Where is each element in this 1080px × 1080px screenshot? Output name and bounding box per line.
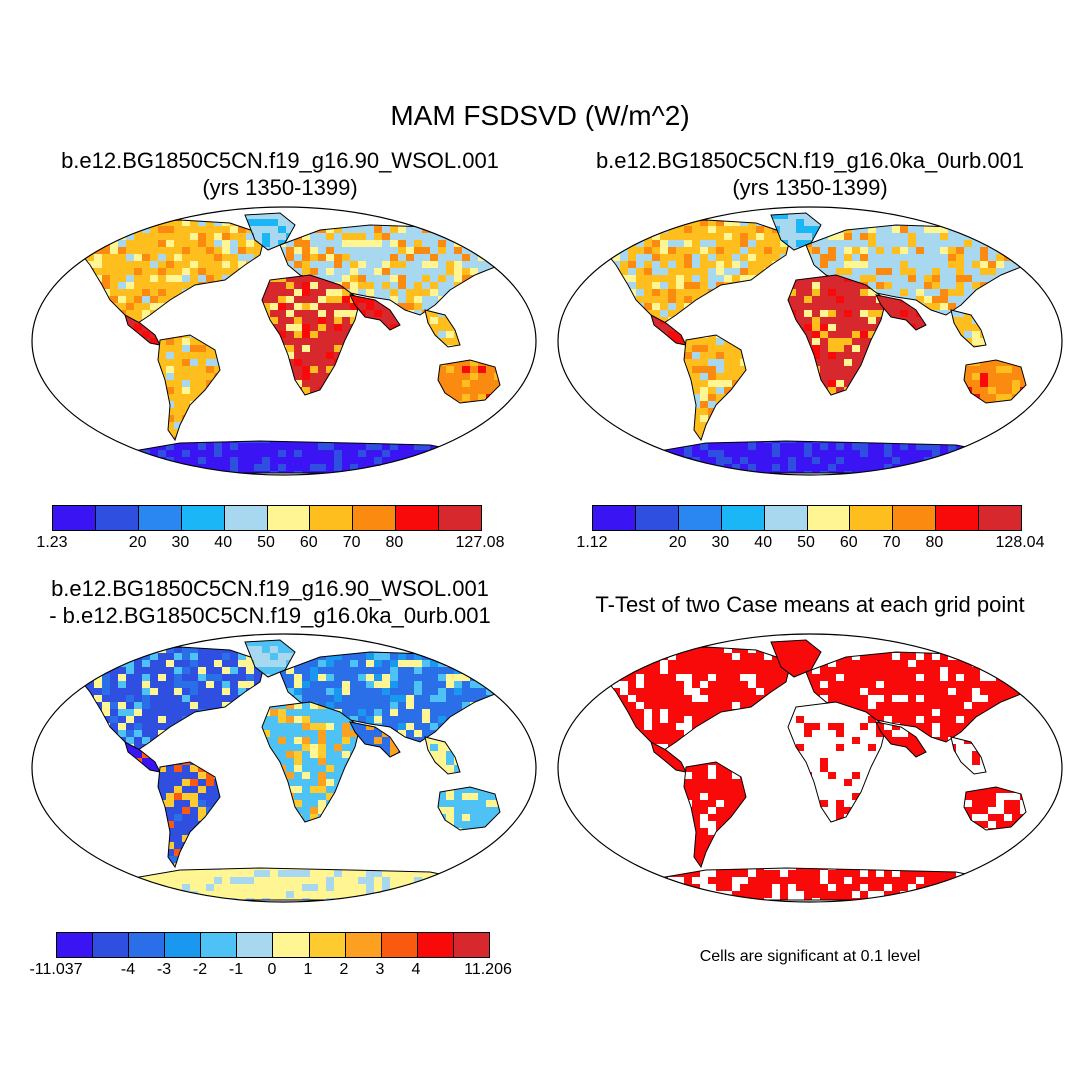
colorbar-tick-label: 2 xyxy=(340,961,349,979)
colorbar-tick-label: 4 xyxy=(412,961,421,979)
colorbar-swatch xyxy=(138,506,182,530)
colorbar-swatch xyxy=(850,506,894,530)
colorbar-swatch xyxy=(353,506,397,530)
colorbar-tick-label: -3 xyxy=(157,961,171,979)
colorbar-tick-label: 20 xyxy=(669,534,687,552)
colorbar-swatch xyxy=(721,506,765,530)
colorbar-swatch xyxy=(267,506,311,530)
colorbar-tick-label: 40 xyxy=(754,534,772,552)
land-greenland xyxy=(245,640,295,677)
colorbar-tick-label: 30 xyxy=(171,534,189,552)
panel-2-title: b.e12.BG1850C5CN.f19_g16.0ka_0urb.001 xyxy=(560,148,1060,174)
colorbar-tick-label: -2 xyxy=(193,961,207,979)
panel-1-subtitle: (yrs 1350-1399) xyxy=(30,175,530,201)
colorbar-tick-label: 60 xyxy=(300,534,318,552)
colorbar-swatch xyxy=(381,933,418,957)
colorbar-tick-label: 70 xyxy=(883,534,901,552)
map-case1 xyxy=(31,206,537,476)
colorbar-tick-label: 60 xyxy=(840,534,858,552)
colorbar-tick-label: -11.037 xyxy=(29,961,82,979)
colorbar-swatch xyxy=(309,933,346,957)
colorbar-tick-label: 40 xyxy=(214,534,232,552)
colorbar-tick-label: 80 xyxy=(385,534,403,552)
colorbar-tick-label: 3 xyxy=(376,961,385,979)
map-ttest xyxy=(557,633,1063,903)
panel-4-title: T-Test of two Case means at each grid po… xyxy=(560,592,1060,618)
colorbar-swatch xyxy=(345,933,382,957)
colorbar-tick-label: 50 xyxy=(257,534,275,552)
map-border xyxy=(557,206,1063,476)
colorbar-swatch xyxy=(129,933,166,957)
colorbar-swatch xyxy=(93,933,130,957)
colorbar-swatch xyxy=(396,506,440,530)
colorbar-swatch xyxy=(893,506,937,530)
colorbar-swatch xyxy=(165,933,202,957)
colorbar-tick-label: -1 xyxy=(229,961,243,979)
colorbar-swatch xyxy=(593,506,636,530)
colorbar-tick-label: 1.23 xyxy=(36,534,67,552)
map-difference xyxy=(31,633,537,903)
colorbar-tick-label: 50 xyxy=(797,534,815,552)
colorbar-tick-label: 11.206 xyxy=(464,961,512,979)
significance-note: Cells are significant at 0.1 level xyxy=(560,948,1060,966)
figure-title: MAM FSDSVD (W/m^2) xyxy=(0,100,1080,132)
map-border xyxy=(31,206,537,476)
colorbar-swatch xyxy=(224,506,268,530)
map-case2 xyxy=(557,206,1063,476)
colorbar-swatch xyxy=(310,506,354,530)
colorbar-tick-label: 30 xyxy=(711,534,729,552)
panel-3-title: b.e12.BG1850C5CN.f19_g16.90_WSOL.001 xyxy=(20,576,520,602)
colorbar-difference xyxy=(56,932,490,958)
colorbar-tick-label: 0 xyxy=(268,961,277,979)
colorbar-case2 xyxy=(592,505,1022,531)
colorbar-swatch xyxy=(678,506,722,530)
panel-2-subtitle: (yrs 1350-1399) xyxy=(560,175,1060,201)
colorbar-swatch xyxy=(95,506,139,530)
colorbar-swatch xyxy=(807,506,851,530)
colorbar-swatch xyxy=(417,933,454,957)
colorbar-tick-label: 20 xyxy=(129,534,147,552)
colorbar-swatch xyxy=(53,506,96,530)
colorbar-swatch xyxy=(979,506,1022,530)
colorbar-tick-label: 1.12 xyxy=(576,534,607,552)
colorbar-swatch xyxy=(181,506,225,530)
colorbar-swatch xyxy=(237,933,274,957)
colorbar-swatch xyxy=(201,933,238,957)
colorbar-swatch xyxy=(635,506,679,530)
map-border xyxy=(557,633,1063,903)
panel-3-subtitle: - b.e12.BG1850C5CN.f19_g16.0ka_0urb.001 xyxy=(20,603,520,629)
map-border xyxy=(31,633,537,903)
colorbar-swatch xyxy=(453,933,489,957)
colorbar-tick-label: 70 xyxy=(343,534,361,552)
colorbar-swatch xyxy=(439,506,482,530)
colorbar-swatch xyxy=(936,506,980,530)
panel-1-title: b.e12.BG1850C5CN.f19_g16.90_WSOL.001 xyxy=(30,148,530,174)
colorbar-tick-label: -4 xyxy=(121,961,135,979)
colorbar-swatch xyxy=(273,933,310,957)
colorbar-case1 xyxy=(52,505,482,531)
colorbar-swatch xyxy=(764,506,808,530)
colorbar-tick-label: 80 xyxy=(925,534,943,552)
colorbar-tick-label: 127.08 xyxy=(456,534,505,552)
colorbar-tick-label: 1 xyxy=(304,961,313,979)
colorbar-tick-label: 128.04 xyxy=(996,534,1045,552)
colorbar-swatch xyxy=(57,933,94,957)
